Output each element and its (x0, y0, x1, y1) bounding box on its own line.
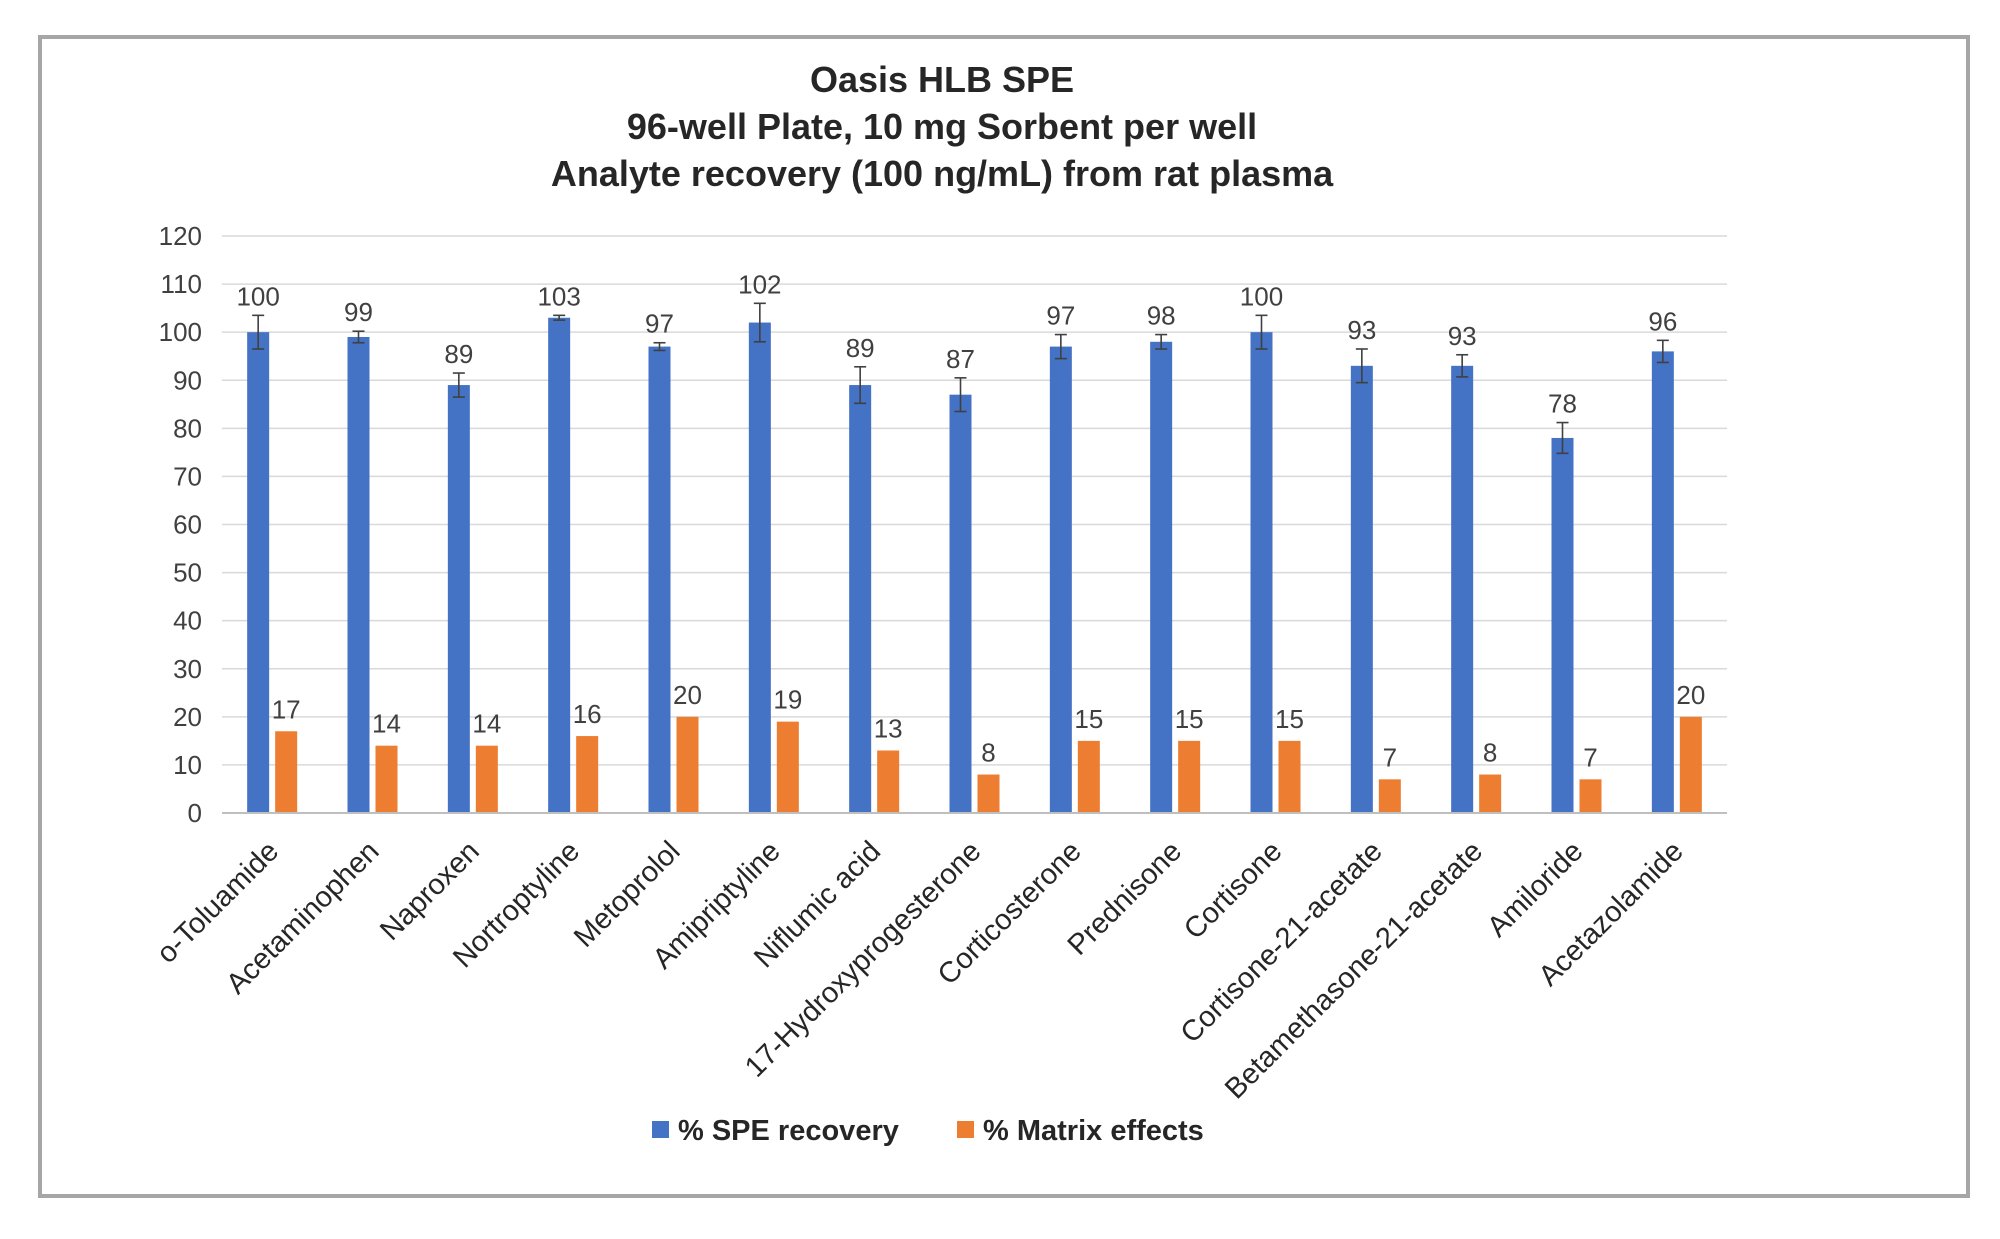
data-label-matrix-effects: 7 (1383, 742, 1397, 772)
category-label: Cortisone-21-acetate (1175, 835, 1389, 1049)
data-label-matrix-effects: 8 (1483, 738, 1497, 768)
data-label-spe-recovery: 97 (1046, 301, 1075, 331)
bar-spe-recovery (1150, 341, 1173, 813)
title-line-2: 96-well Plate, 10 mg Sorbent per well (627, 106, 1257, 147)
bar-spe-recovery (949, 394, 972, 813)
y-tick-label: 80 (173, 413, 202, 443)
bar-spe-recovery (347, 336, 370, 813)
bar-spe-recovery (1250, 332, 1273, 813)
data-label-spe-recovery: 78 (1548, 389, 1577, 419)
bars (247, 317, 1702, 813)
data-label-spe-recovery: 99 (344, 297, 373, 327)
data-label-spe-recovery: 100 (1240, 281, 1283, 311)
data-label-matrix-effects: 8 (981, 738, 995, 768)
bar-matrix-effects (1278, 740, 1301, 813)
data-label-spe-recovery: 87 (946, 344, 975, 374)
data-label-matrix-effects: 14 (372, 709, 401, 739)
legend: % SPE recovery % Matrix effects (652, 1115, 1204, 1147)
bar-spe-recovery (849, 385, 872, 813)
data-label-spe-recovery: 102 (738, 269, 781, 299)
data-label-matrix-effects: 20 (673, 680, 702, 710)
data-label-matrix-effects: 14 (472, 709, 501, 739)
y-tick-label: 60 (173, 510, 202, 540)
y-tick-label: 30 (173, 654, 202, 684)
data-label-matrix-effects: 15 (1074, 704, 1103, 734)
y-tick-label: 70 (173, 461, 202, 491)
data-labels: 1001799148914103169720102198913878971598… (236, 269, 1705, 772)
bar-matrix-effects (1077, 740, 1100, 813)
legend-swatch-spe-recovery (652, 1121, 669, 1138)
legend-swatch-matrix-effects (957, 1121, 974, 1138)
bar-matrix-effects (275, 731, 298, 813)
bar-spe-recovery (447, 385, 470, 813)
bar-matrix-effects (1378, 779, 1401, 813)
data-label-spe-recovery: 100 (236, 281, 279, 311)
legend-label-spe-recovery: % SPE recovery (678, 1115, 899, 1147)
bar-matrix-effects (375, 745, 398, 813)
bar-matrix-effects (1579, 779, 1602, 813)
bar-spe-recovery (247, 332, 270, 813)
data-label-matrix-effects: 16 (573, 699, 602, 729)
y-tick-label: 90 (173, 365, 202, 395)
category-labels: o-ToluamideAcetaminophenNaproxenNortropt… (151, 835, 1690, 1105)
bar-matrix-effects (475, 745, 498, 813)
data-label-matrix-effects: 17 (272, 694, 301, 724)
chart-svg: Oasis HLB SPE 96-well Plate, 10 mg Sorbe… (151, 59, 1727, 1147)
y-tick-label: 0 (188, 798, 202, 828)
data-label-spe-recovery: 97 (645, 309, 674, 339)
y-tick-label: 100 (159, 317, 202, 347)
data-label-matrix-effects: 7 (1583, 742, 1597, 772)
y-tick-label: 50 (173, 558, 202, 588)
bar-matrix-effects (977, 774, 1000, 813)
bar-spe-recovery (648, 346, 671, 813)
data-label-spe-recovery: 89 (444, 339, 473, 369)
y-tick-label: 40 (173, 606, 202, 636)
bar-spe-recovery (548, 317, 571, 813)
bar-spe-recovery (748, 322, 771, 813)
data-label-matrix-effects: 15 (1175, 704, 1204, 734)
data-label-matrix-effects: 20 (1676, 680, 1705, 710)
bar-matrix-effects (877, 750, 900, 813)
data-label-spe-recovery: 89 (846, 333, 875, 363)
y-tick-label: 110 (161, 269, 202, 299)
data-label-spe-recovery: 96 (1648, 306, 1677, 336)
bar-spe-recovery (1651, 351, 1674, 813)
bar-matrix-effects (1178, 740, 1201, 813)
bar-spe-recovery (1451, 365, 1474, 813)
bar-spe-recovery (1551, 437, 1574, 813)
chart-title: Oasis HLB SPE 96-well Plate, 10 mg Sorbe… (551, 59, 1334, 194)
data-label-spe-recovery: 93 (1347, 315, 1376, 345)
data-label-spe-recovery: 98 (1147, 301, 1176, 331)
category-label: Amiloride (1481, 835, 1589, 943)
data-label-matrix-effects: 19 (773, 685, 802, 715)
error-bars (252, 302, 1669, 455)
y-axis-ticks: 0 10 20 30 40 50 60 70 80 90 100 110 120 (159, 221, 202, 828)
title-line-1: Oasis HLB SPE (810, 59, 1074, 100)
data-label-spe-recovery: 103 (537, 281, 580, 311)
data-label-matrix-effects: 13 (874, 713, 903, 743)
bar-spe-recovery (1049, 346, 1072, 813)
gridlines (222, 235, 1727, 766)
y-tick-label: 120 (159, 221, 202, 251)
bar-matrix-effects (676, 716, 699, 813)
bar-matrix-effects (1479, 774, 1502, 813)
bar-spe-recovery (1350, 365, 1373, 813)
chart-frame: Oasis HLB SPE 96-well Plate, 10 mg Sorbe… (38, 35, 1970, 1198)
y-tick-label: 20 (173, 702, 202, 732)
bar-matrix-effects (776, 721, 799, 813)
title-line-3: Analyte recovery (100 ng/mL) from rat pl… (551, 153, 1334, 194)
bar-matrix-effects (576, 736, 599, 813)
data-label-spe-recovery: 93 (1448, 321, 1477, 351)
data-label-matrix-effects: 15 (1275, 704, 1304, 734)
y-tick-label: 10 (173, 750, 202, 780)
legend-label-matrix-effects: % Matrix effects (983, 1115, 1204, 1147)
bar-matrix-effects (1679, 716, 1702, 813)
